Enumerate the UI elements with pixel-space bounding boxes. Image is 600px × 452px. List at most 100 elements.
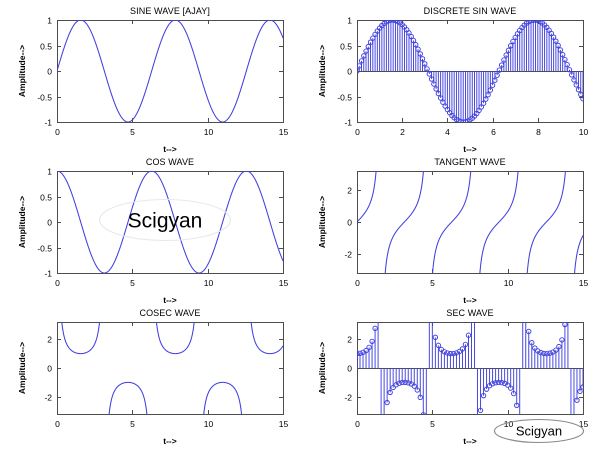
stem-marker (357, 350, 363, 357)
x-tick-label: 5 (430, 419, 435, 429)
wave-line (357, 171, 583, 273)
stem-marker (477, 407, 484, 414)
stem-marker (435, 342, 442, 349)
y-tick-label: 2 (347, 335, 352, 345)
y-tick-label: -0.5 (337, 93, 352, 103)
subplot-title: DISCRETE SIN WAVE (424, 6, 517, 16)
x-tick-label: 5 (430, 278, 435, 288)
stem-marker (580, 96, 583, 102)
x-axis-label: t--> (163, 144, 176, 154)
subplot-discrete-sin-wave: DISCRETE SIN WAVE 0 2 4 6 8 10 -1 -0.5 0 0.5 1 t--> A… (311, 2, 597, 158)
stem-marker (559, 337, 565, 343)
stem-marker (580, 384, 583, 390)
x-axis-label: t--> (463, 144, 476, 154)
y-tick-label: 0 (47, 67, 52, 77)
stem-marker (532, 20, 539, 23)
stem-marker (559, 52, 566, 58)
stem-marker (498, 379, 505, 386)
stem-marker (562, 322, 568, 328)
x-tick-label: 0 (55, 278, 60, 288)
stem-marker (489, 381, 496, 387)
x-tick-label: 15 (279, 278, 289, 288)
stem-marker (489, 82, 496, 88)
stem-marker (492, 380, 499, 386)
stem-marker (399, 379, 405, 386)
x-tick-label: 8 (536, 127, 541, 137)
stem-marker (372, 325, 378, 332)
y-axis-label: Amplitude--> (317, 196, 327, 248)
x-tick-label: 15 (279, 419, 289, 429)
y-tick-label: 1 (47, 16, 52, 26)
y-tick-label: -2 (344, 393, 352, 403)
y-tick-label: 0.5 (340, 42, 352, 52)
x-tick-label: 0 (55, 419, 60, 429)
y-axis-label: Amplitude--> (317, 342, 327, 394)
subplot-sine-wave: SINE WAVE [AJAY] 0 5 10 15 -1 -0.5 0 0.5 1 t--> Amp… (11, 2, 297, 158)
subplot-title: SINE WAVE [AJAY] (130, 6, 210, 16)
stem-marker (566, 67, 573, 73)
x-tick-label: 5 (130, 278, 135, 288)
y-tick-label: 0 (47, 218, 52, 228)
stem-marker (363, 347, 369, 354)
stem-marker (414, 387, 420, 393)
stem-marker (553, 38, 559, 44)
stem-marker (366, 344, 372, 351)
stem-marker (357, 350, 360, 357)
stem-marker (541, 350, 547, 357)
subplot-title: TANGENT WAVE (434, 157, 505, 167)
y-axis-label: Amplitude--> (17, 45, 27, 97)
plot-data-layer (357, 322, 583, 414)
subplot-cos-wave: COS WAVE 0 5 10 15 -1 -0.5 0 0.5 1 t--> Amplitude--… (11, 153, 297, 309)
x-tick-label: 10 (204, 127, 214, 137)
stem-marker (487, 87, 494, 93)
stem-marker (420, 412, 426, 414)
stem-marker (564, 61, 570, 68)
y-tick-label: -2 (344, 250, 352, 260)
stem-marker (424, 66, 430, 72)
stem-marker (387, 389, 393, 396)
x-tick-label: 10 (504, 278, 514, 288)
stem-marker (547, 350, 553, 356)
y-tick-label: 2 (47, 335, 52, 345)
stem-marker (411, 383, 417, 389)
stem-marker (562, 56, 568, 63)
y-tick-label: -2 (44, 393, 52, 403)
stem-marker (480, 393, 487, 399)
y-axis-label: Amplitude--> (17, 196, 27, 248)
x-tick-label: 4 (445, 127, 450, 137)
x-tick-label: 6 (491, 127, 496, 137)
stem-marker (413, 42, 419, 48)
y-axis-label: Amplitude--> (17, 342, 27, 394)
x-tick-label: 0 (355, 127, 360, 137)
x-tick-label: 5 (130, 419, 135, 429)
stem-marker (553, 347, 559, 353)
x-tick-label: 15 (579, 278, 589, 288)
y-tick-label: -1 (344, 118, 352, 128)
x-tick-label: 5 (130, 127, 135, 137)
stem-marker (450, 350, 457, 357)
stem-marker (556, 343, 562, 350)
stem-marker (410, 37, 417, 44)
x-tick-label: 0 (355, 278, 360, 288)
y-tick-label: -1 (44, 269, 52, 279)
y-tick-label: 0 (347, 218, 352, 228)
y-tick-label: -0.5 (37, 244, 52, 254)
stem-marker (432, 334, 439, 340)
stem-marker (480, 100, 487, 106)
stem-marker (405, 380, 411, 386)
stem-marker (557, 47, 564, 53)
x-tick-label: 2 (400, 127, 405, 137)
stem-marker (417, 394, 423, 400)
subplot-tangent-wave: TANGENT WAVE 0 5 10 15 -2 0 2 t--> Amplitude--> (311, 153, 597, 309)
wave-line (57, 20, 283, 122)
axes-frame (57, 322, 284, 415)
plot-data-layer (357, 20, 583, 122)
stem-marker (574, 397, 580, 403)
stem-marker (532, 345, 538, 351)
stem-marker (550, 34, 557, 40)
y-tick-label: 1 (347, 16, 352, 26)
stem-marker (460, 119, 466, 122)
x-tick-label: 0 (355, 419, 360, 429)
stem-marker (544, 350, 550, 357)
